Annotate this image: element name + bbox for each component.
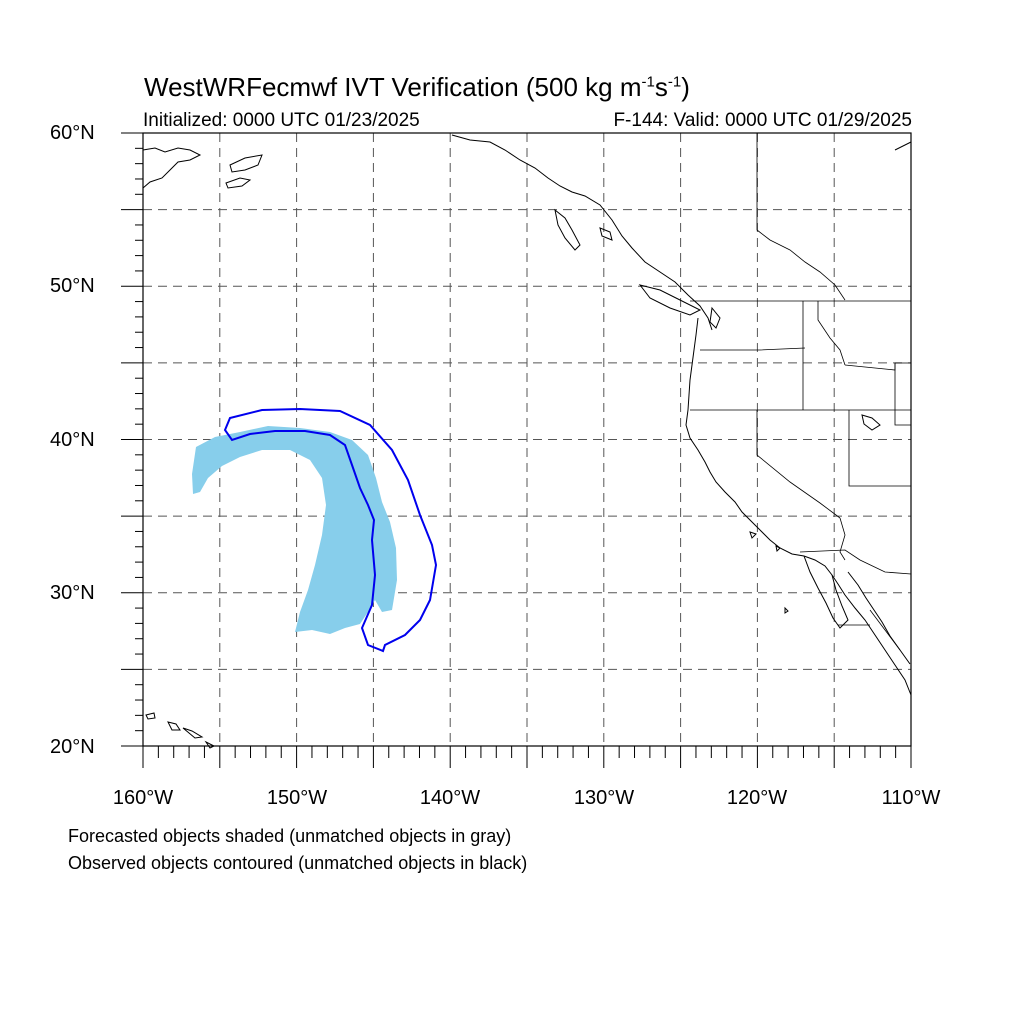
political-boundaries <box>690 133 912 651</box>
observed-object-contour <box>223 407 438 653</box>
lon-label-160w: 160°W <box>112 787 174 809</box>
lat-label-40n: 40°N <box>50 429 95 451</box>
graticule-grid <box>143 133 911 746</box>
forecast-object-shaded <box>192 426 397 634</box>
forecast-legend-note: Forecasted objects shaded (unmatched obj… <box>68 826 512 846</box>
map-title: WestWRFecmwf IVT Verification (500 kg m-… <box>144 72 690 102</box>
observed-legend-note: Observed objects contoured (unmatched ob… <box>68 853 528 873</box>
valid-time-label: F-144: Valid: 0000 UTC 01/29/2025 <box>613 110 912 131</box>
lon-label-140w: 140°W <box>419 787 481 809</box>
lat-label-50n: 50°N <box>50 275 95 297</box>
lat-label-60n: 60°N <box>50 122 95 144</box>
lon-label-110w: 110°W <box>881 787 941 809</box>
lon-label-150w: 150°W <box>266 787 328 809</box>
lat-label-30n: 30°N <box>50 582 95 604</box>
init-time-label: Initialized: 0000 UTC 01/23/2025 <box>143 110 420 131</box>
lon-label-120w: 120°W <box>726 787 788 809</box>
lon-label-130w: 130°W <box>573 787 635 809</box>
lat-label-20n: 20°N <box>50 736 95 758</box>
axis-ticks <box>121 132 912 768</box>
